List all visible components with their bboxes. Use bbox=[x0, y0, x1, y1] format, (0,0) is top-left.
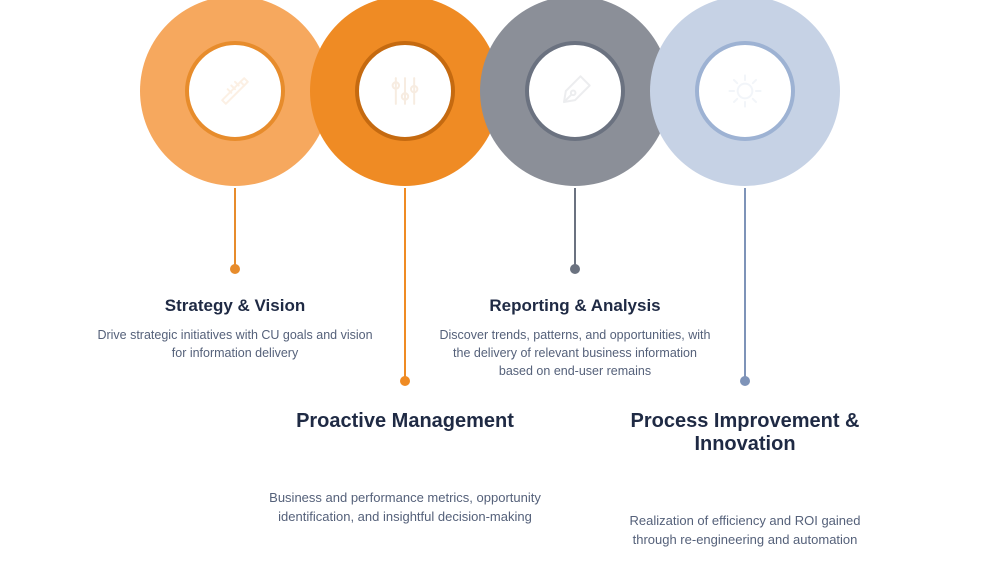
title-process: Process Improvement & Innovation bbox=[610, 410, 880, 456]
text-block-reporting: Reporting & Analysis Discover trends, pat… bbox=[435, 296, 715, 380]
circle-strategy bbox=[140, 0, 330, 186]
connector-dot-proactive bbox=[400, 376, 410, 386]
sliders-icon bbox=[355, 41, 455, 141]
text-block-process: Process Improvement & Innovation Realizat… bbox=[610, 410, 880, 550]
desc-reporting: Discover trends, patterns, and opportuni… bbox=[435, 326, 715, 380]
connector-proactive bbox=[404, 188, 406, 380]
text-block-proactive: Proactive Management Business and perform… bbox=[260, 410, 550, 527]
connector-strategy bbox=[234, 188, 236, 268]
connector-process bbox=[744, 188, 746, 380]
connector-dot-strategy bbox=[230, 264, 240, 274]
title-strategy: Strategy & Vision bbox=[90, 296, 380, 316]
circle-reporting bbox=[480, 0, 670, 186]
title-reporting: Reporting & Analysis bbox=[435, 296, 715, 316]
sun-gear-icon bbox=[695, 41, 795, 141]
connector-dot-process bbox=[740, 376, 750, 386]
desc-process: Realization of efficiency and ROI gained… bbox=[610, 512, 880, 550]
circle-proactive bbox=[310, 0, 500, 186]
desc-proactive: Business and performance metrics, opport… bbox=[260, 489, 550, 527]
connector-dot-reporting bbox=[570, 264, 580, 274]
text-block-strategy: Strategy & Vision Drive strategic initiat… bbox=[90, 296, 380, 362]
ruler-pencil-icon bbox=[185, 41, 285, 141]
connector-reporting bbox=[574, 188, 576, 268]
circle-process bbox=[650, 0, 840, 186]
pen-nib-icon bbox=[525, 41, 625, 141]
desc-strategy: Drive strategic initiatives with CU goal… bbox=[90, 326, 380, 362]
circles-row bbox=[0, 0, 1000, 198]
title-proactive: Proactive Management bbox=[260, 410, 550, 433]
